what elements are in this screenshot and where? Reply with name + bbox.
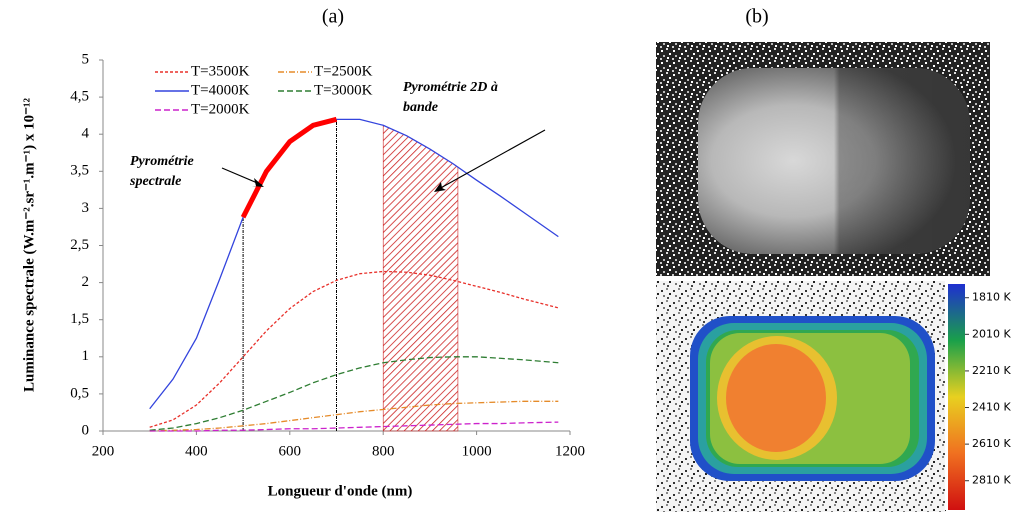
y-tick-label: 2,5 <box>70 237 89 253</box>
line <box>149 270 559 428</box>
x-axis-label: Longueur d'onde (nm) <box>268 483 413 499</box>
colorbar-tick-label: 2810 K <box>972 474 1011 487</box>
line <box>149 400 559 432</box>
y-tick-label: 0,5 <box>70 385 89 401</box>
colorbar: 1810 K 2010 K 2210 K 2410 K 2610 K 2810 K <box>945 281 1018 510</box>
y-tick-label: 1,5 <box>70 311 89 327</box>
annotation: Pyrométrie 2D à <box>403 80 498 95</box>
colorbar-scale <box>948 284 965 510</box>
line <box>149 118 559 410</box>
panel-label: (a) <box>322 6 344 28</box>
colorbar-tick-label: 2410 K <box>972 401 1011 414</box>
y-tick-label: 5 <box>82 51 90 67</box>
annotation: Pyrométrie <box>130 154 194 169</box>
x-tick-label: 400 <box>185 443 208 459</box>
y-tick-label: 0 <box>82 422 90 438</box>
legend-label: T=2500K <box>314 63 373 79</box>
highlight-segment <box>240 116 338 219</box>
colorbar-tick-label: 2610 K <box>972 437 1011 450</box>
plot: 0 0,5 1 1,5 2 2,5 3 3,5 4 4,5 5 200 400 600 800 1000 120… <box>70 51 585 459</box>
y-tick-label: 3 <box>82 200 90 216</box>
arrowhead <box>434 182 446 192</box>
legend-label: T=3000K <box>314 82 373 98</box>
x-tick-label: 200 <box>92 443 115 459</box>
annotation: spectrale <box>129 174 181 189</box>
y-tick-label: 4 <box>82 126 90 142</box>
x-tick-label: 1000 <box>462 443 492 459</box>
hatched-band <box>382 124 459 432</box>
x-tick-label: 1200 <box>555 443 585 459</box>
y-tick-label: 2 <box>82 274 90 290</box>
legend-label: T=2000K <box>191 101 250 117</box>
y-tick-label: 3,5 <box>70 163 89 179</box>
line <box>149 421 559 432</box>
x-tick-label: 800 <box>372 443 395 459</box>
y-tick-label: 1 <box>82 348 90 364</box>
panel-label: (b) <box>745 6 768 28</box>
arrowhead <box>252 178 264 187</box>
y-axis-label: Luminance spectrale (W.m⁻².sr⁻¹.m⁻¹) x 1… <box>21 98 37 392</box>
annotation: bande <box>403 100 438 115</box>
colorbar-tick-label: 2210 K <box>972 364 1011 377</box>
thermal-image <box>656 281 946 512</box>
y-tick-label: 4,5 <box>70 89 89 105</box>
legend-label: T=4000K <box>191 82 250 98</box>
gray-image <box>656 42 990 276</box>
legend-label: T=3500K <box>191 63 250 79</box>
colorbar-tick-label: 2010 K <box>972 327 1011 340</box>
arrow <box>436 129 546 191</box>
line <box>149 356 559 431</box>
x-tick-label: 600 <box>279 443 302 459</box>
colorbar-tick-label: 1810 K <box>972 291 1011 304</box>
